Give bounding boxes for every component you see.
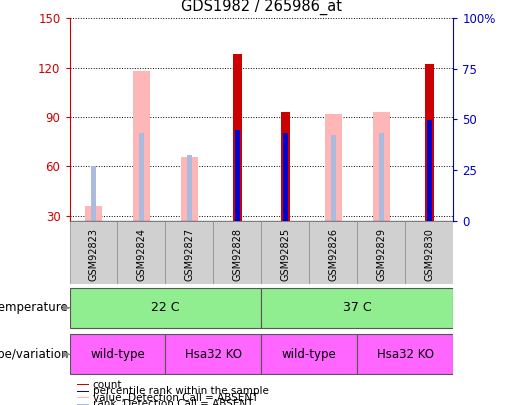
Text: wild-type: wild-type [282,348,337,361]
Text: GSM92830: GSM92830 [424,228,434,281]
Bar [77,404,90,405]
Bar [405,221,453,284]
Bar [331,135,336,221]
Bar [281,112,289,221]
Text: rank, Detection Call = ABSENT: rank, Detection Call = ABSENT [93,399,253,405]
Bar [213,221,261,284]
Bar [91,166,96,221]
Text: genotype/variation: genotype/variation [0,348,68,361]
Bar [261,288,453,328]
Bar [165,335,261,374]
Text: GSM92824: GSM92824 [136,228,146,281]
Bar [70,221,117,284]
Text: GSM92823: GSM92823 [89,228,98,281]
Bar [310,221,357,284]
Text: wild-type: wild-type [90,348,145,361]
Bar [181,156,198,221]
Text: temperature: temperature [0,301,68,314]
Text: GSM92826: GSM92826 [328,228,338,281]
Text: value, Detection Call = ABSENT: value, Detection Call = ABSENT [93,393,258,403]
Bar [77,397,90,398]
Bar [283,134,288,221]
Bar [139,134,144,221]
Bar [77,391,90,392]
Bar [133,71,150,221]
Text: percentile rank within the sample: percentile rank within the sample [93,386,268,396]
Bar [261,335,357,374]
Text: GSM92828: GSM92828 [232,228,243,281]
Text: count: count [93,379,122,390]
Bar [85,206,102,221]
Bar [427,120,432,221]
Text: Hsa32 KO: Hsa32 KO [185,348,242,361]
Bar [373,112,390,221]
Text: 37 C: 37 C [343,301,372,314]
Bar [325,114,341,221]
Text: GSM92825: GSM92825 [280,228,290,281]
Bar [357,335,453,374]
Bar [235,130,240,221]
Bar [165,221,213,284]
Bar [70,288,261,328]
Text: 22 C: 22 C [151,301,180,314]
Bar [77,384,90,385]
Bar [379,134,384,221]
Text: Hsa32 KO: Hsa32 KO [377,348,434,361]
Bar [70,335,165,374]
Title: GDS1982 / 265986_at: GDS1982 / 265986_at [181,0,342,15]
Bar [233,54,242,221]
Bar [187,155,192,221]
Bar [357,221,405,284]
Text: GSM92829: GSM92829 [376,228,386,281]
Bar [117,221,165,284]
Bar [283,134,288,221]
Text: GSM92827: GSM92827 [184,228,195,281]
Bar [261,221,310,284]
Bar [425,64,434,221]
